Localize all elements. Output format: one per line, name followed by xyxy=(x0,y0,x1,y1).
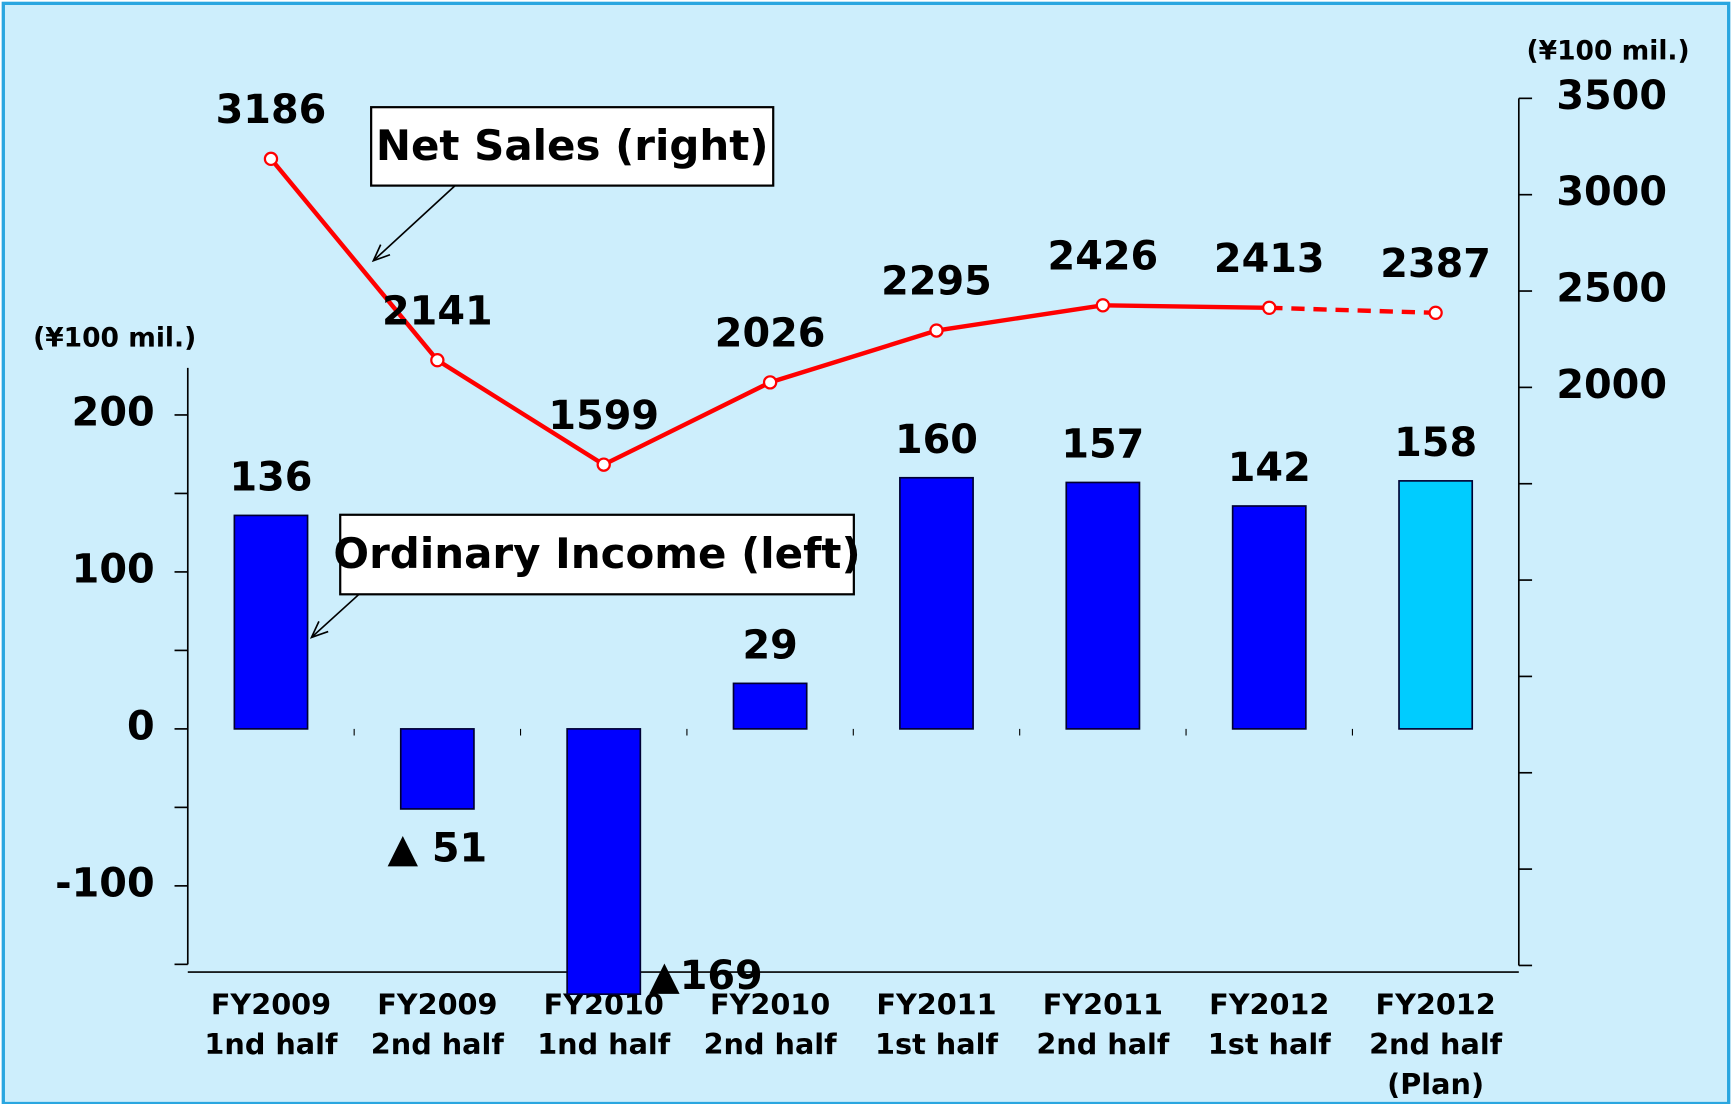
bar xyxy=(899,476,974,730)
x-tick-label: FY2010 xyxy=(710,987,830,1021)
bar-value-label: 157 xyxy=(1061,422,1144,468)
x-tick-label: 2nd half xyxy=(371,1027,505,1061)
bar-value-label: 136 xyxy=(229,455,312,501)
x-tick-label: 2nd half xyxy=(1369,1027,1503,1061)
annotation-arrow xyxy=(310,593,360,638)
x-tick-label: FY2012 xyxy=(1375,987,1495,1021)
bar-value-label: ▲169 xyxy=(649,953,763,999)
annotation-arrowhead xyxy=(371,244,391,263)
line-value-label: 2413 xyxy=(1214,236,1325,282)
x-tick-label: 2nd half xyxy=(704,1027,838,1061)
bar xyxy=(1065,481,1141,730)
y-tick-label: 100 xyxy=(72,546,155,592)
bar-value-label: 160 xyxy=(895,417,978,463)
x-tick-label: FY2012 xyxy=(1209,987,1329,1021)
bar xyxy=(1231,505,1307,730)
line-value-label: 2295 xyxy=(881,259,992,305)
line-marker xyxy=(929,323,944,338)
line-marker xyxy=(1095,298,1111,313)
line-value-label: 2387 xyxy=(1380,241,1491,287)
annotation-arrowhead xyxy=(309,621,329,639)
left-unit: (¥100 mil.) xyxy=(33,323,196,354)
series-name: Net Sales (right) xyxy=(376,121,769,170)
bar-value-label: 29 xyxy=(742,623,797,669)
line-value-label: 1599 xyxy=(548,393,659,439)
line-value-label: 2141 xyxy=(382,288,493,334)
annotation-arrow xyxy=(372,184,456,262)
x-tick-label: 1nd half xyxy=(537,1027,671,1061)
x-tick-label: 1st half xyxy=(875,1027,998,1061)
y-tick-label: 0 xyxy=(127,703,155,749)
line-marker xyxy=(1262,300,1277,315)
line-marker xyxy=(596,457,611,472)
x-tick-label: FY2011 xyxy=(876,987,996,1021)
y2-tick-label: 2500 xyxy=(1556,266,1667,312)
y2-tick-label: 2000 xyxy=(1556,362,1667,408)
x-tick-label: FY2009 xyxy=(211,987,331,1021)
bar-value-label: ▲ 51 xyxy=(387,825,487,871)
bar xyxy=(566,728,642,995)
annotation-box xyxy=(370,106,775,187)
y2-tick-label: 3000 xyxy=(1556,169,1667,215)
line-dashed xyxy=(1269,305,1436,316)
line-value-label: 3186 xyxy=(216,87,327,133)
line-marker xyxy=(430,353,445,368)
line-value-label: 2026 xyxy=(715,310,826,356)
line-marker xyxy=(762,375,778,390)
y2-tick-label: 3500 xyxy=(1556,73,1667,119)
x-tick-label: (Plan) xyxy=(1387,1067,1484,1101)
right-unit: (¥100 mil.) xyxy=(1527,35,1690,66)
bar xyxy=(1398,480,1474,730)
x-tick-label: FY2009 xyxy=(377,987,497,1021)
y-tick-label: 200 xyxy=(72,389,155,435)
annotation-box xyxy=(339,513,855,596)
line-marker xyxy=(263,151,279,167)
bar xyxy=(732,682,808,730)
y-tick-label: -100 xyxy=(55,860,154,906)
bar-value-label: 158 xyxy=(1394,420,1477,466)
x-tick-label: 1nd half xyxy=(204,1027,338,1061)
series-name: Ordinary Income (left) xyxy=(333,529,860,578)
line-value-label: 2426 xyxy=(1048,233,1159,279)
bar xyxy=(399,728,475,810)
bar-value-label: 142 xyxy=(1228,445,1311,491)
line-marker xyxy=(1428,305,1443,320)
bar xyxy=(233,514,309,730)
x-tick-label: 1st half xyxy=(1208,1027,1331,1061)
x-tick-label: 2nd half xyxy=(1036,1027,1170,1061)
x-tick-label: FY2011 xyxy=(1043,987,1163,1021)
